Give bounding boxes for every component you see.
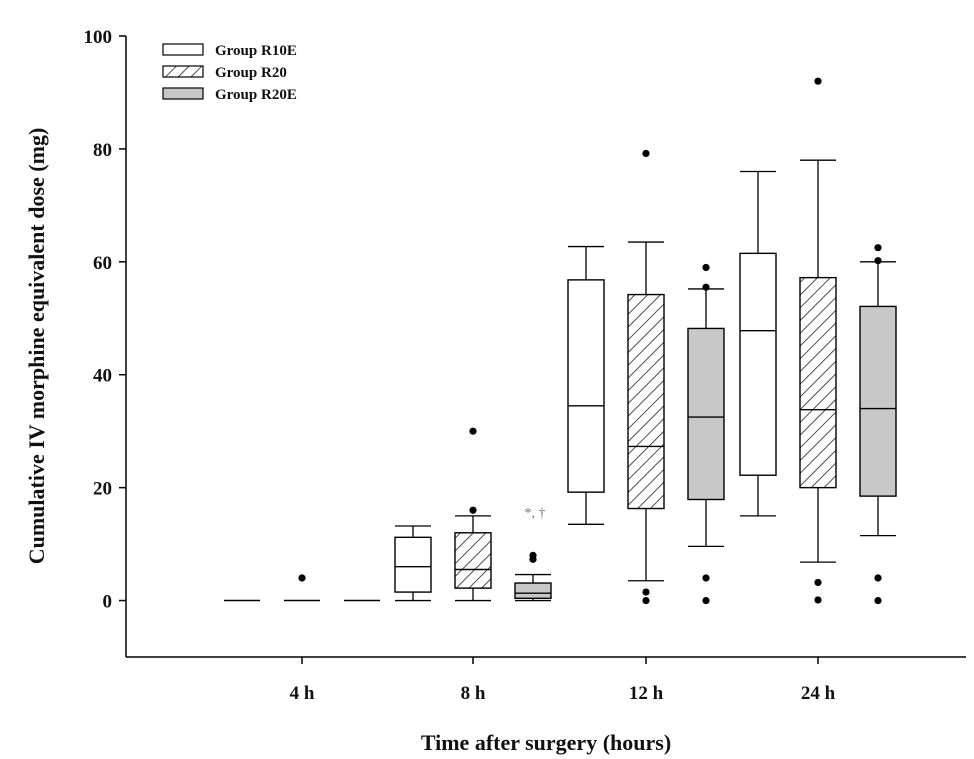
y-tick-label: 20 bbox=[93, 479, 112, 500]
box-iqr bbox=[687, 327, 725, 501]
outlier-point bbox=[702, 574, 710, 582]
box-group-r20e-8h bbox=[514, 551, 552, 602]
outlier-point bbox=[702, 283, 710, 291]
outlier-point bbox=[814, 578, 822, 587]
outlier-point bbox=[529, 551, 537, 559]
box-iqr bbox=[627, 293, 665, 510]
box-group-r20-4h bbox=[284, 574, 320, 602]
outlier-point bbox=[469, 427, 477, 435]
box-group-r20-8h bbox=[454, 427, 492, 602]
outlier-point bbox=[298, 574, 306, 582]
legend-swatch bbox=[162, 87, 204, 100]
y-tick-label: 40 bbox=[93, 366, 112, 387]
y-axis-ticks: 0 20 40 60 80 100 bbox=[84, 27, 126, 613]
legend-label: Group R20 bbox=[215, 65, 287, 81]
legend-label: Group R10E bbox=[215, 43, 297, 59]
y-axis-label: Cumulative IV morphine equivalent dose (… bbox=[24, 128, 49, 565]
outlier-point bbox=[642, 596, 650, 605]
outlier-point bbox=[814, 596, 822, 604]
legend-swatch bbox=[162, 43, 204, 56]
x-axis-label: Time after surgery (hours) bbox=[421, 730, 671, 755]
box-series bbox=[224, 77, 897, 605]
box-group-r10e-8h bbox=[394, 525, 432, 602]
x-tick-label: 4 h bbox=[290, 683, 315, 704]
y-tick-label: 0 bbox=[103, 592, 113, 613]
outlier-point bbox=[469, 506, 477, 514]
x-tick-label: 8 h bbox=[461, 683, 486, 704]
outlier-point bbox=[874, 596, 882, 605]
box-group-r20e-24h bbox=[859, 244, 897, 605]
x-axis-ticks: 4 h 8 h 12 h 24 h bbox=[290, 657, 836, 704]
box-iqr bbox=[454, 532, 492, 589]
outlier-point bbox=[702, 263, 710, 272]
box-iqr bbox=[567, 279, 605, 493]
outlier-point bbox=[642, 588, 650, 596]
box-iqr bbox=[394, 536, 432, 593]
box-group-r10e-12h bbox=[567, 245, 605, 525]
outlier-point bbox=[874, 244, 882, 252]
box-iqr bbox=[799, 276, 837, 489]
outlier-point bbox=[642, 149, 650, 158]
box-iqr bbox=[859, 305, 897, 497]
y-tick-label: 60 bbox=[93, 253, 112, 274]
box-group-r20-24h bbox=[799, 77, 837, 604]
box-group-r20-12h bbox=[627, 149, 665, 605]
outlier-point bbox=[874, 257, 882, 265]
legend-label: Group R20E bbox=[215, 87, 297, 103]
box-iqr bbox=[739, 252, 777, 476]
legend-swatch bbox=[162, 65, 204, 78]
outlier-point bbox=[814, 77, 822, 85]
outlier-point bbox=[702, 596, 710, 605]
box-group-r10e-24h bbox=[739, 170, 777, 517]
annotations: *, † bbox=[525, 506, 546, 521]
box-iqr bbox=[514, 582, 552, 599]
y-tick-label: 100 bbox=[84, 27, 113, 48]
box-group-r20e-12h bbox=[687, 263, 725, 605]
significance-annotation: *, † bbox=[525, 506, 546, 521]
x-tick-label: 24 h bbox=[801, 683, 836, 704]
outlier-point bbox=[874, 574, 882, 582]
x-tick-label: 12 h bbox=[629, 683, 664, 704]
y-tick-label: 80 bbox=[93, 140, 112, 161]
legend: Group R10E Group R20 Group R20E bbox=[162, 43, 297, 103]
